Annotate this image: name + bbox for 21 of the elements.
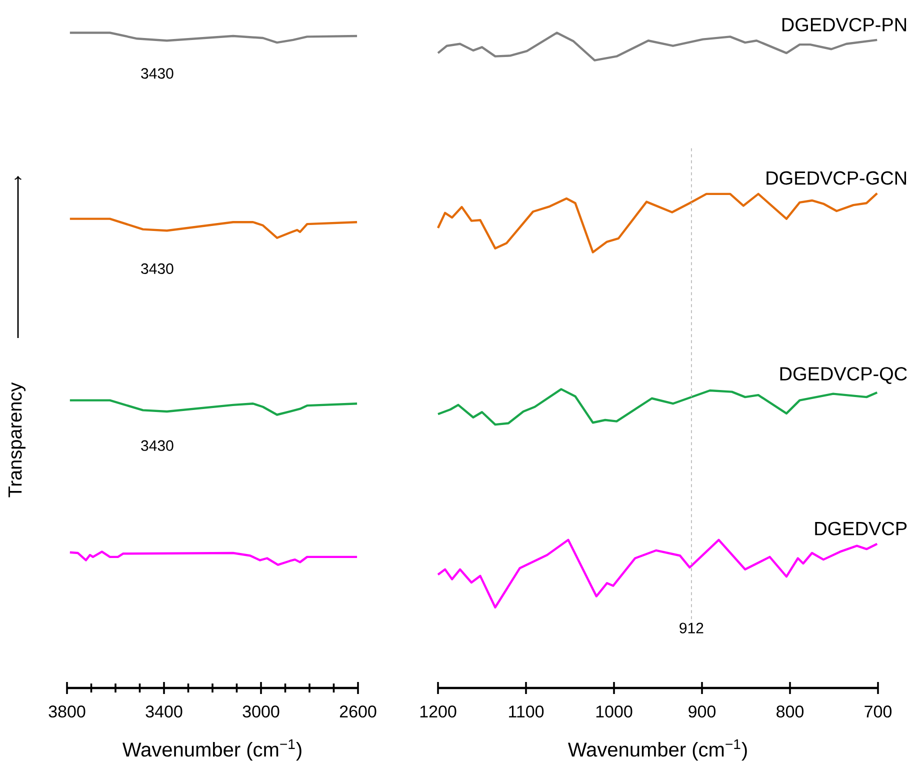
series-label: DGEDVCP-PN — [782, 18, 906, 32]
series-label: DGEDVCP-QC — [780, 367, 907, 384]
series-label: DGEDVCP — [815, 522, 907, 536]
y-axis-title: Transparency — [8, 382, 26, 498]
ref-line-label: 912 — [680, 622, 704, 634]
series-label: DGEDVCP-GCN — [766, 171, 906, 185]
annotation: 3430 — [141, 440, 174, 451]
x-axis-title: Wavenumber (cm$^{−1}$) — [122, 739, 302, 761]
x-tick-label: 1200 — [420, 706, 456, 718]
x-tick-label: 2600 — [340, 706, 376, 718]
x-tick-label: 700 — [864, 706, 892, 718]
x-tick-label: 3000 — [242, 706, 280, 718]
annotation: 3430 — [141, 263, 174, 274]
annotation: 3430 — [141, 68, 174, 79]
x-axis-title: Wavenumber (cm$^{−1}$) — [568, 739, 747, 761]
x-tick-label: 900 — [688, 706, 716, 718]
x-tick-label: 1100 — [509, 706, 544, 718]
x-tick-label: 800 — [776, 706, 804, 718]
x-tick-label: 3800 — [48, 706, 86, 718]
x-tick-label: 1000 — [596, 706, 632, 718]
x-tick-label: 3400 — [146, 706, 182, 718]
